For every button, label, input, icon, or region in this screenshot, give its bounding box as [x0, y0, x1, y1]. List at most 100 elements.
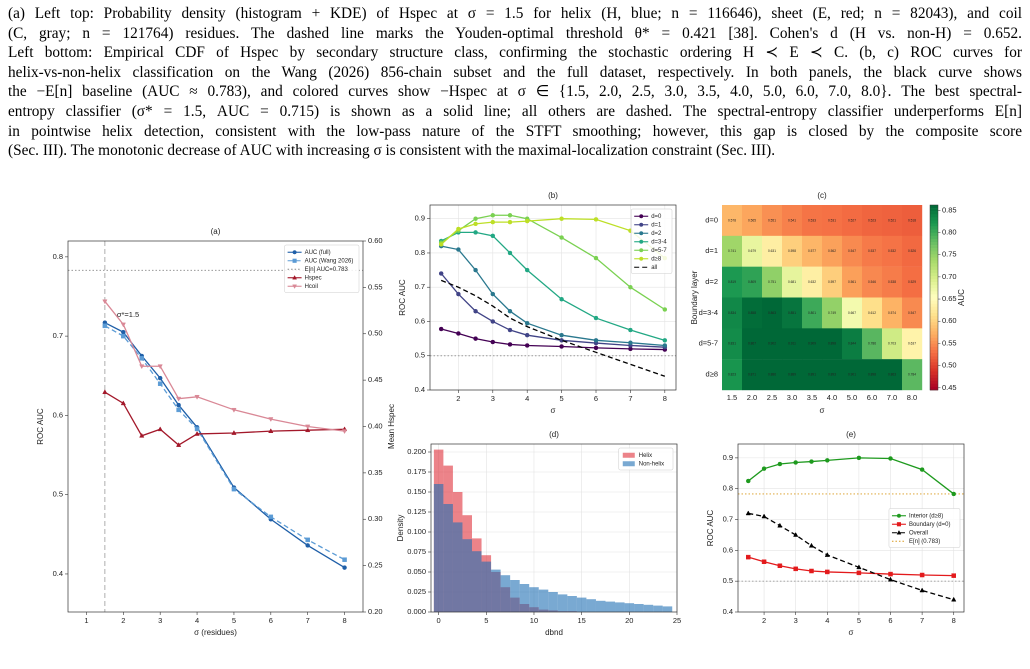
marker: [438, 271, 444, 276]
colorbar-segment: [930, 325, 938, 329]
cell-label: 0.851: [788, 311, 796, 315]
colorbar-segment: [930, 272, 938, 277]
x-tick-label: 10: [530, 616, 538, 625]
y-tick-label: 0.9: [723, 453, 733, 462]
y-tick-label: 0.7: [415, 282, 425, 291]
colorbar-segment: [930, 269, 938, 274]
histogram-bar: [595, 600, 606, 612]
marker: [342, 557, 347, 562]
marker: [490, 291, 496, 297]
x-tick-label: 4: [825, 616, 829, 625]
colorbar-segment: [930, 223, 938, 227]
colorbar-frame: [929, 204, 939, 391]
marker: [856, 455, 862, 461]
legend-label: d=5-7: [651, 248, 667, 254]
colorbar-tick-label: 0.85: [942, 205, 957, 214]
heatmap-cell: [722, 235, 743, 267]
series-line: [440, 273, 665, 348]
marker: [856, 564, 862, 570]
marker: [194, 394, 200, 400]
colorbar-segment: [930, 319, 938, 323]
marker: [139, 356, 144, 361]
marker: [825, 458, 830, 463]
marker: [888, 571, 893, 577]
x-tick-label: 5.0: [847, 393, 857, 402]
cell-label: 0.911: [788, 342, 796, 346]
colorbar-segment: [930, 343, 938, 348]
y-tick-label: 0.100: [407, 527, 426, 536]
legend-label: AUC (full): [305, 250, 331, 256]
x-tick-label: 4.0: [827, 393, 837, 402]
marker: [456, 226, 461, 232]
y-tick-label: 0.025: [407, 587, 426, 596]
marker: [473, 267, 478, 273]
legend-label: Interior (d≥8): [909, 513, 943, 519]
x-tick-label: 1.5: [727, 393, 737, 402]
caption-line: (Sec. III). The monotonic decrease of AU…: [8, 142, 776, 160]
histogram-bar: [462, 539, 472, 612]
plot-frame: [429, 204, 677, 391]
colorbar-segment: [930, 362, 938, 366]
x-tick-label: 3: [158, 616, 162, 625]
cell-label: 0.547: [908, 311, 916, 315]
marker: [176, 402, 181, 408]
chart-title: (c): [817, 191, 827, 200]
colorbar-segment: [930, 359, 938, 363]
heatmap-cell: [742, 235, 763, 267]
marker: [507, 219, 513, 225]
caption-line: Left bottom: Empirical CDF of Hspec by s…: [8, 44, 1022, 62]
marker: [896, 513, 902, 518]
x-tick-label: 4: [525, 394, 529, 403]
y-tick-label: d=1: [705, 246, 718, 255]
cell-label: 0.834: [728, 311, 736, 315]
colorbar-segment: [930, 285, 938, 289]
cell-label: 0.844: [848, 342, 856, 346]
caption-line: the −E[n] baseline (AUC ≈ 0.783), and co…: [8, 83, 1022, 101]
heatmap-cell: [802, 235, 823, 267]
marker: [157, 364, 163, 370]
marker: [793, 460, 798, 465]
series-line: [104, 325, 345, 561]
marker: [305, 543, 310, 548]
marker: [176, 407, 181, 413]
marker: [342, 565, 347, 570]
caption: (a) Left top: Probability density (histo…: [8, 4, 1022, 161]
marker: [456, 331, 461, 336]
histogram-bar: [653, 605, 663, 612]
x-tick-label: 7: [920, 616, 924, 625]
cell-label: 0.518: [908, 218, 916, 222]
marker: [176, 396, 182, 402]
colorbar-segment: [930, 386, 938, 391]
marker: [761, 513, 767, 519]
cell-label: 0.526: [908, 249, 916, 253]
cell-label: 0.521: [888, 218, 896, 222]
heatmap-cell: [722, 328, 743, 360]
marker: [473, 230, 478, 235]
x-tick-label: 2: [456, 394, 460, 403]
marker: [490, 213, 496, 218]
histogram-bar: [472, 551, 482, 612]
x-tick-label: 5: [857, 616, 861, 625]
colorbar-segment: [930, 288, 938, 292]
x-tick-label: 7.0: [887, 393, 897, 402]
y-tick-label: 0.8: [53, 252, 63, 261]
y-tick-label: 0.9: [415, 214, 425, 223]
marker: [473, 308, 478, 314]
cell-label: 0.898: [868, 372, 876, 376]
marker: [507, 213, 513, 218]
legend-swatch: [622, 452, 635, 458]
colorbar-segment: [930, 254, 938, 258]
marker: [490, 319, 496, 324]
marker: [559, 296, 564, 302]
y-tick-label: 0.075: [407, 547, 426, 556]
legend-label: E[n] AUC=0.783: [305, 267, 349, 273]
colorbar-segment: [930, 279, 938, 283]
cell-label: 0.667: [848, 311, 856, 315]
y2-tick-label: 0.25: [368, 561, 383, 570]
marker: [231, 486, 237, 492]
plot-frame: [737, 443, 965, 613]
colorbar-segment: [930, 337, 938, 341]
heatmap-cell: [722, 359, 743, 391]
marker: [628, 327, 633, 333]
cell-label: 0.578: [728, 218, 736, 222]
